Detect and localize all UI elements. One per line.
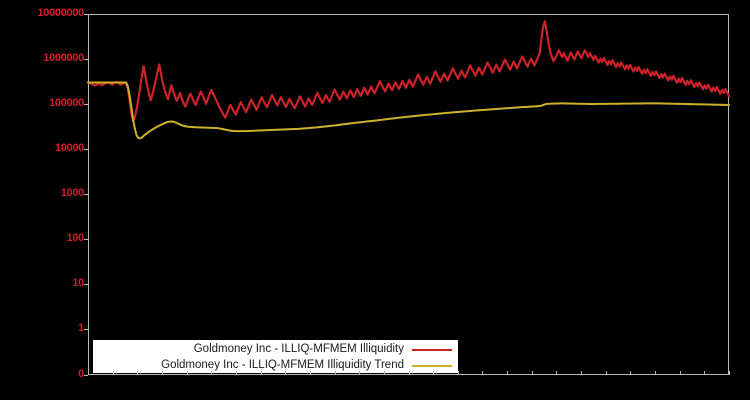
legend: Goldmoney Inc - ILLIQ-MFMEM Illiquidity G… xyxy=(93,340,458,373)
y-axis-tick-label: 10000 xyxy=(54,142,84,154)
x-axis-tick-mark xyxy=(137,371,138,375)
legend-item[interactable]: Goldmoney Inc - ILLIQ-MFMEM Illiquidity … xyxy=(161,358,452,373)
x-axis-tick-mark xyxy=(359,371,360,375)
y-axis-tick-label: 0 xyxy=(78,368,84,380)
x-axis-tick-mark xyxy=(236,371,237,375)
x-axis-tick-mark xyxy=(261,371,262,375)
x-axis-tick-mark xyxy=(655,371,656,375)
y-axis-tick-mark xyxy=(84,14,88,15)
x-axis-tick-mark xyxy=(729,371,730,375)
y-axis-tick-mark xyxy=(84,104,88,105)
x-axis-tick-mark xyxy=(532,371,533,375)
y-axis-tick-mark xyxy=(84,329,88,330)
x-axis-tick-mark xyxy=(335,371,336,375)
legend-color-swatch xyxy=(412,348,452,351)
x-axis-tick-mark xyxy=(113,371,114,375)
y-axis-tick-mark xyxy=(84,239,88,240)
y-axis-tick-mark xyxy=(84,194,88,195)
x-axis-tick-mark xyxy=(507,371,508,375)
x-axis-tick-mark xyxy=(458,371,459,375)
y-axis-tick-labels: 10000000 1000000 100000 10000 1000 100 10 1 0 xyxy=(0,0,84,400)
x-axis-tick-mark xyxy=(187,371,188,375)
y-axis-tick-label: 10 xyxy=(72,277,84,289)
y-axis-tick-mark xyxy=(84,375,88,376)
legend-item[interactable]: Goldmoney Inc - ILLIQ-MFMEM Illiquidity xyxy=(194,342,452,357)
x-axis-tick-mark xyxy=(409,371,410,375)
y-axis-tick-label: 1000000 xyxy=(43,52,84,64)
x-axis-tick-mark xyxy=(482,371,483,375)
x-axis-tick-mark xyxy=(704,371,705,375)
illiquidity-trend-line xyxy=(87,81,730,140)
x-axis-tick-mark xyxy=(285,371,286,375)
y-axis-tick-mark xyxy=(84,284,88,285)
x-axis-tick-mark xyxy=(606,371,607,375)
y-axis-tick-mark xyxy=(84,149,88,150)
y-axis-tick-label: 100000 xyxy=(49,97,84,109)
legend-item-label: Goldmoney Inc - ILLIQ-MFMEM Illiquidity xyxy=(193,343,404,355)
y-axis-tick-label: 100 xyxy=(66,232,85,244)
y-axis-tick-mark xyxy=(84,59,88,60)
x-axis-tick-mark xyxy=(310,371,311,375)
x-axis-tick-mark xyxy=(88,371,89,375)
plot-area xyxy=(88,14,729,375)
y-axis-tick-label: 1 xyxy=(78,322,84,334)
illiquidity-line xyxy=(86,20,731,123)
x-axis-tick-mark xyxy=(581,371,582,375)
y-axis-tick-label: 1000 xyxy=(60,187,85,199)
x-axis-tick-mark xyxy=(433,371,434,375)
x-axis-tick-mark xyxy=(162,371,163,375)
y-axis-tick-label: 10000000 xyxy=(37,7,84,19)
x-axis-tick-mark xyxy=(384,371,385,375)
x-axis-tick-mark xyxy=(630,371,631,375)
legend-color-swatch xyxy=(412,364,452,367)
x-axis-tick-mark xyxy=(211,371,212,375)
x-axis-tick-mark xyxy=(556,371,557,375)
x-axis-tick-mark xyxy=(680,371,681,375)
legend-item-label: Goldmoney Inc - ILLIQ-MFMEM Illiquidity … xyxy=(161,359,404,371)
